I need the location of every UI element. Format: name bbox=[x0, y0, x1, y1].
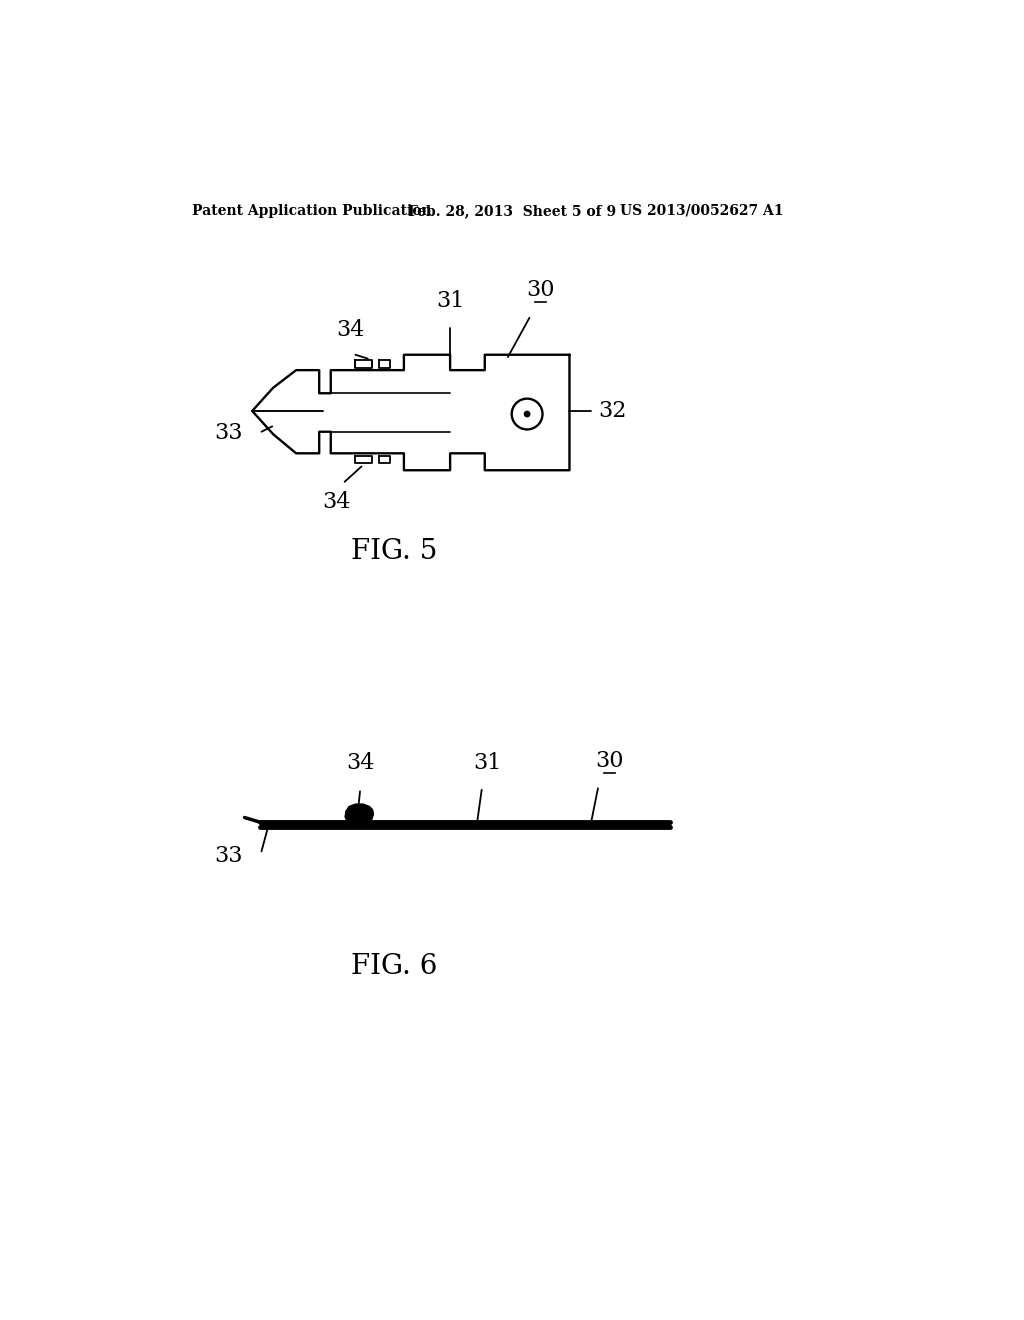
Text: 32: 32 bbox=[599, 400, 627, 422]
Polygon shape bbox=[345, 804, 373, 822]
Text: 31: 31 bbox=[473, 752, 502, 775]
Text: Patent Application Publication: Patent Application Publication bbox=[193, 203, 432, 218]
Text: 31: 31 bbox=[436, 290, 464, 313]
Text: 30: 30 bbox=[526, 279, 554, 301]
Circle shape bbox=[524, 412, 529, 417]
Text: 33: 33 bbox=[214, 845, 243, 867]
Text: 33: 33 bbox=[214, 422, 243, 445]
Text: FIG. 5: FIG. 5 bbox=[350, 537, 437, 565]
Text: 34: 34 bbox=[336, 319, 365, 341]
Text: Feb. 28, 2013  Sheet 5 of 9: Feb. 28, 2013 Sheet 5 of 9 bbox=[408, 203, 615, 218]
Text: 34: 34 bbox=[323, 491, 351, 513]
Text: 30: 30 bbox=[595, 750, 624, 772]
Text: 34: 34 bbox=[346, 752, 374, 775]
Text: FIG. 6: FIG. 6 bbox=[351, 953, 438, 981]
Text: US 2013/0052627 A1: US 2013/0052627 A1 bbox=[620, 203, 783, 218]
Polygon shape bbox=[260, 822, 670, 826]
